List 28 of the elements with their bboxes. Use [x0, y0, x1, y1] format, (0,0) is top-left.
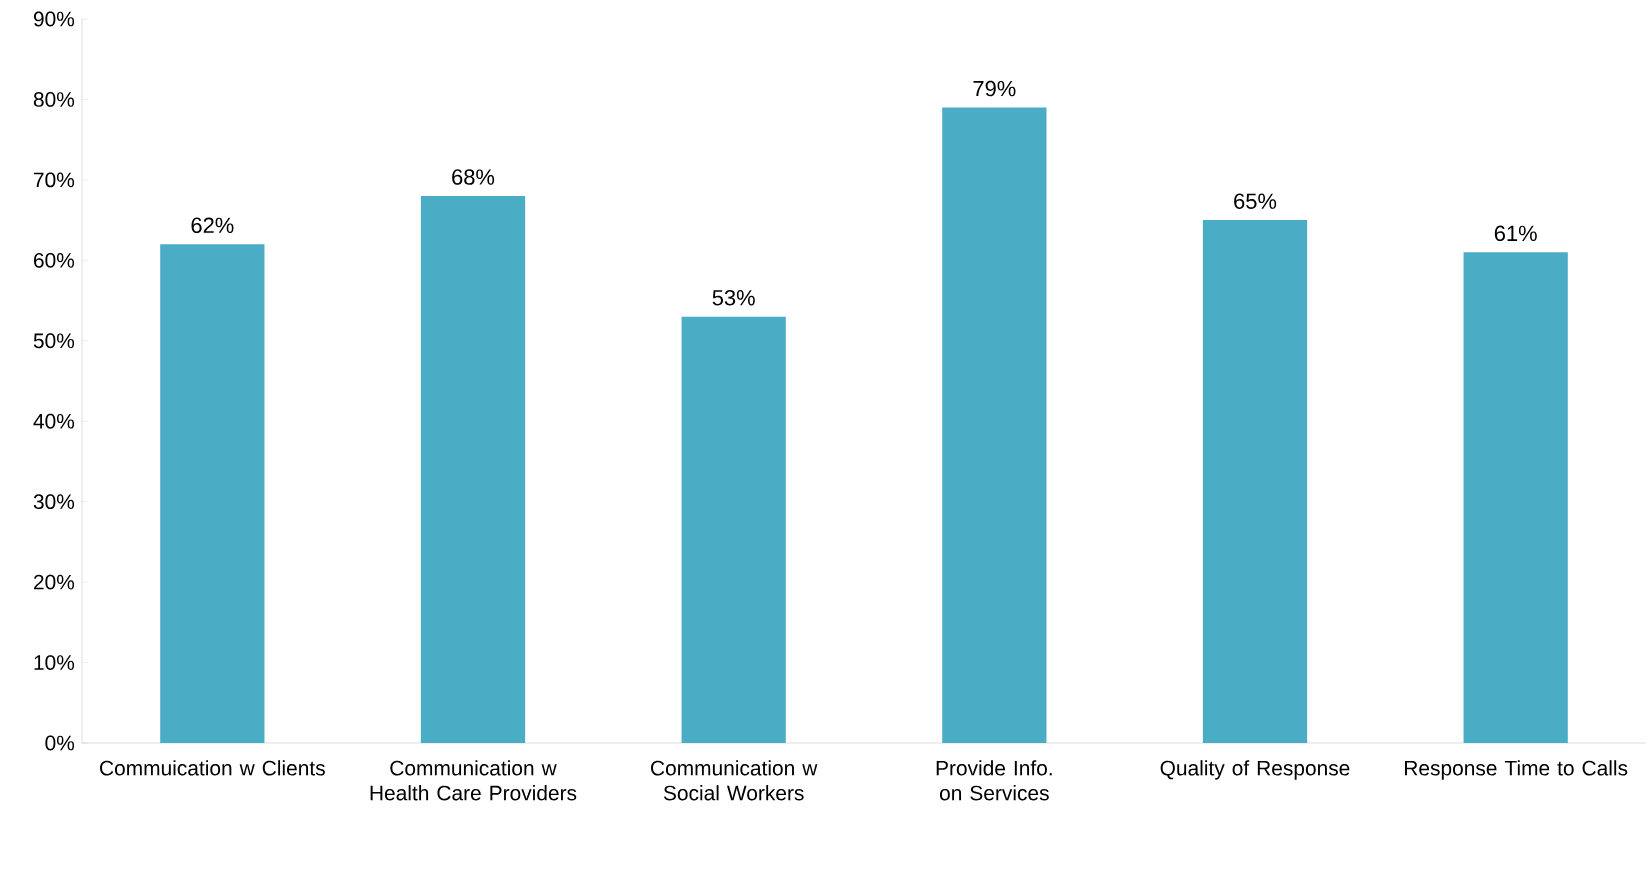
x-tick-label: Commuication w Clients — [100, 760, 325, 776]
x-tick-label: Communication w Social Workers — [651, 760, 818, 801]
data-label: 65% — [1234, 193, 1277, 209]
x-tick-label: Response Time to Calls — [1405, 760, 1628, 780]
y-tick-label: 40% — [33, 413, 75, 429]
bar — [420, 195, 526, 743]
bar — [942, 107, 1047, 743]
y-tick-label: 20% — [34, 574, 75, 590]
y-tick-label: 80% — [33, 92, 75, 107]
data-label: 62% — [191, 217, 234, 234]
y-tick-label: 70% — [34, 172, 75, 188]
bar — [681, 316, 786, 743]
x-tick-label: Provide Info. on Services — [936, 760, 1052, 801]
y-tick-label: 30% — [33, 494, 75, 510]
data-label: 68% — [452, 169, 495, 185]
bar — [160, 244, 265, 743]
bar — [1202, 220, 1308, 743]
data-label: 53% — [712, 289, 755, 306]
y-tick-label: 0% — [45, 735, 75, 751]
bar — [1463, 252, 1568, 743]
y-tick-label: 90% — [33, 11, 75, 27]
y-tick-label: 10% — [34, 655, 75, 670]
data-label: 61% — [1494, 225, 1537, 242]
x-tick-label: Communication w Health Care Providers — [370, 760, 577, 801]
data-label: 79% — [973, 80, 1016, 97]
y-tick-label: 60% — [34, 252, 75, 268]
x-tick-label: Quality of Response — [1160, 760, 1350, 780]
y-tick-label: 50% — [33, 333, 75, 349]
